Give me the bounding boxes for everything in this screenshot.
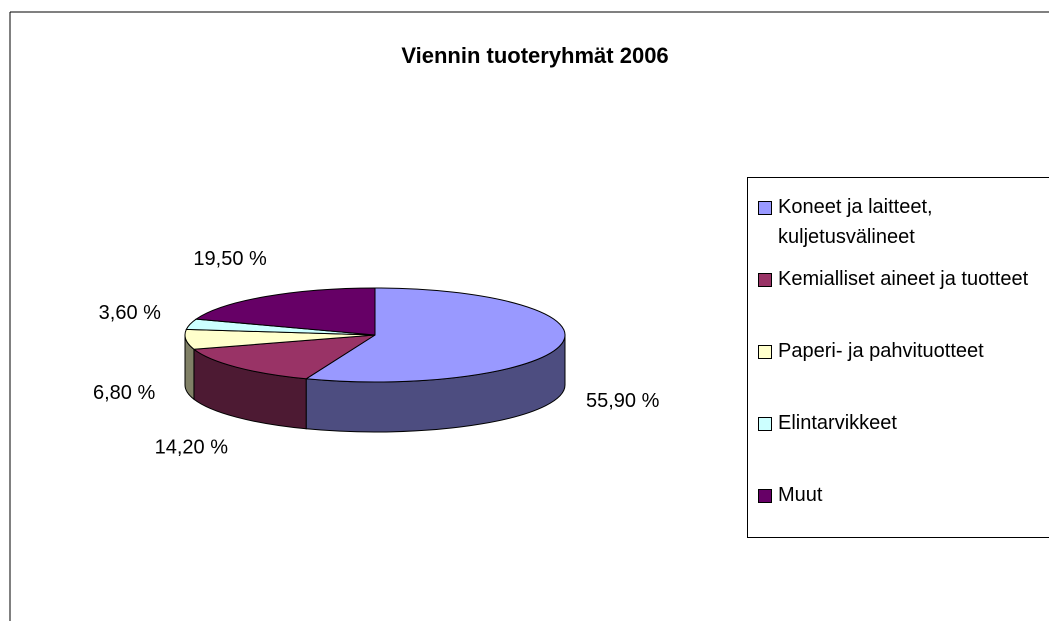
- legend-label: Kemialliset aineet ja tuotteet: [778, 268, 1029, 290]
- data-label: 55,90 %: [586, 390, 660, 412]
- data-label: 19,50 %: [193, 248, 267, 270]
- legend-swatch: [758, 201, 772, 215]
- legend-entry: Paperi- ja pahvituotteet: [758, 336, 1048, 366]
- data-label: 3,60 %: [99, 302, 161, 324]
- legend-entry: Elintarvikkeet: [758, 408, 1048, 438]
- slice: [194, 287, 376, 336]
- legend-swatch: [758, 273, 772, 287]
- legend-label: Paperi- ja pahvituotteet: [778, 340, 984, 362]
- legend: Koneet ja laitteet, kuljetusvälineet Kemi…: [747, 177, 1049, 538]
- legend-swatch: [758, 417, 772, 431]
- legend-entry: Muut: [758, 480, 1048, 510]
- legend-label: Elintarvikkeet: [778, 412, 897, 434]
- data-label: 14,20 %: [155, 436, 229, 458]
- legend-entry: Koneet ja laitteet, kuljetusvälineet: [758, 192, 1048, 252]
- legend-label: Muut: [778, 484, 823, 506]
- slice: [304, 287, 566, 383]
- legend-label: Koneet ja laitteet, kuljetusvälineet: [778, 196, 933, 248]
- legend-entry: Kemialliset aineet ja tuotteet: [758, 264, 1048, 294]
- legend-swatch: [758, 489, 772, 503]
- data-label: 6,80 %: [93, 382, 155, 404]
- chart-title: Viennin tuoteryhmät 2006: [401, 43, 668, 68]
- legend-swatch: [758, 345, 772, 359]
